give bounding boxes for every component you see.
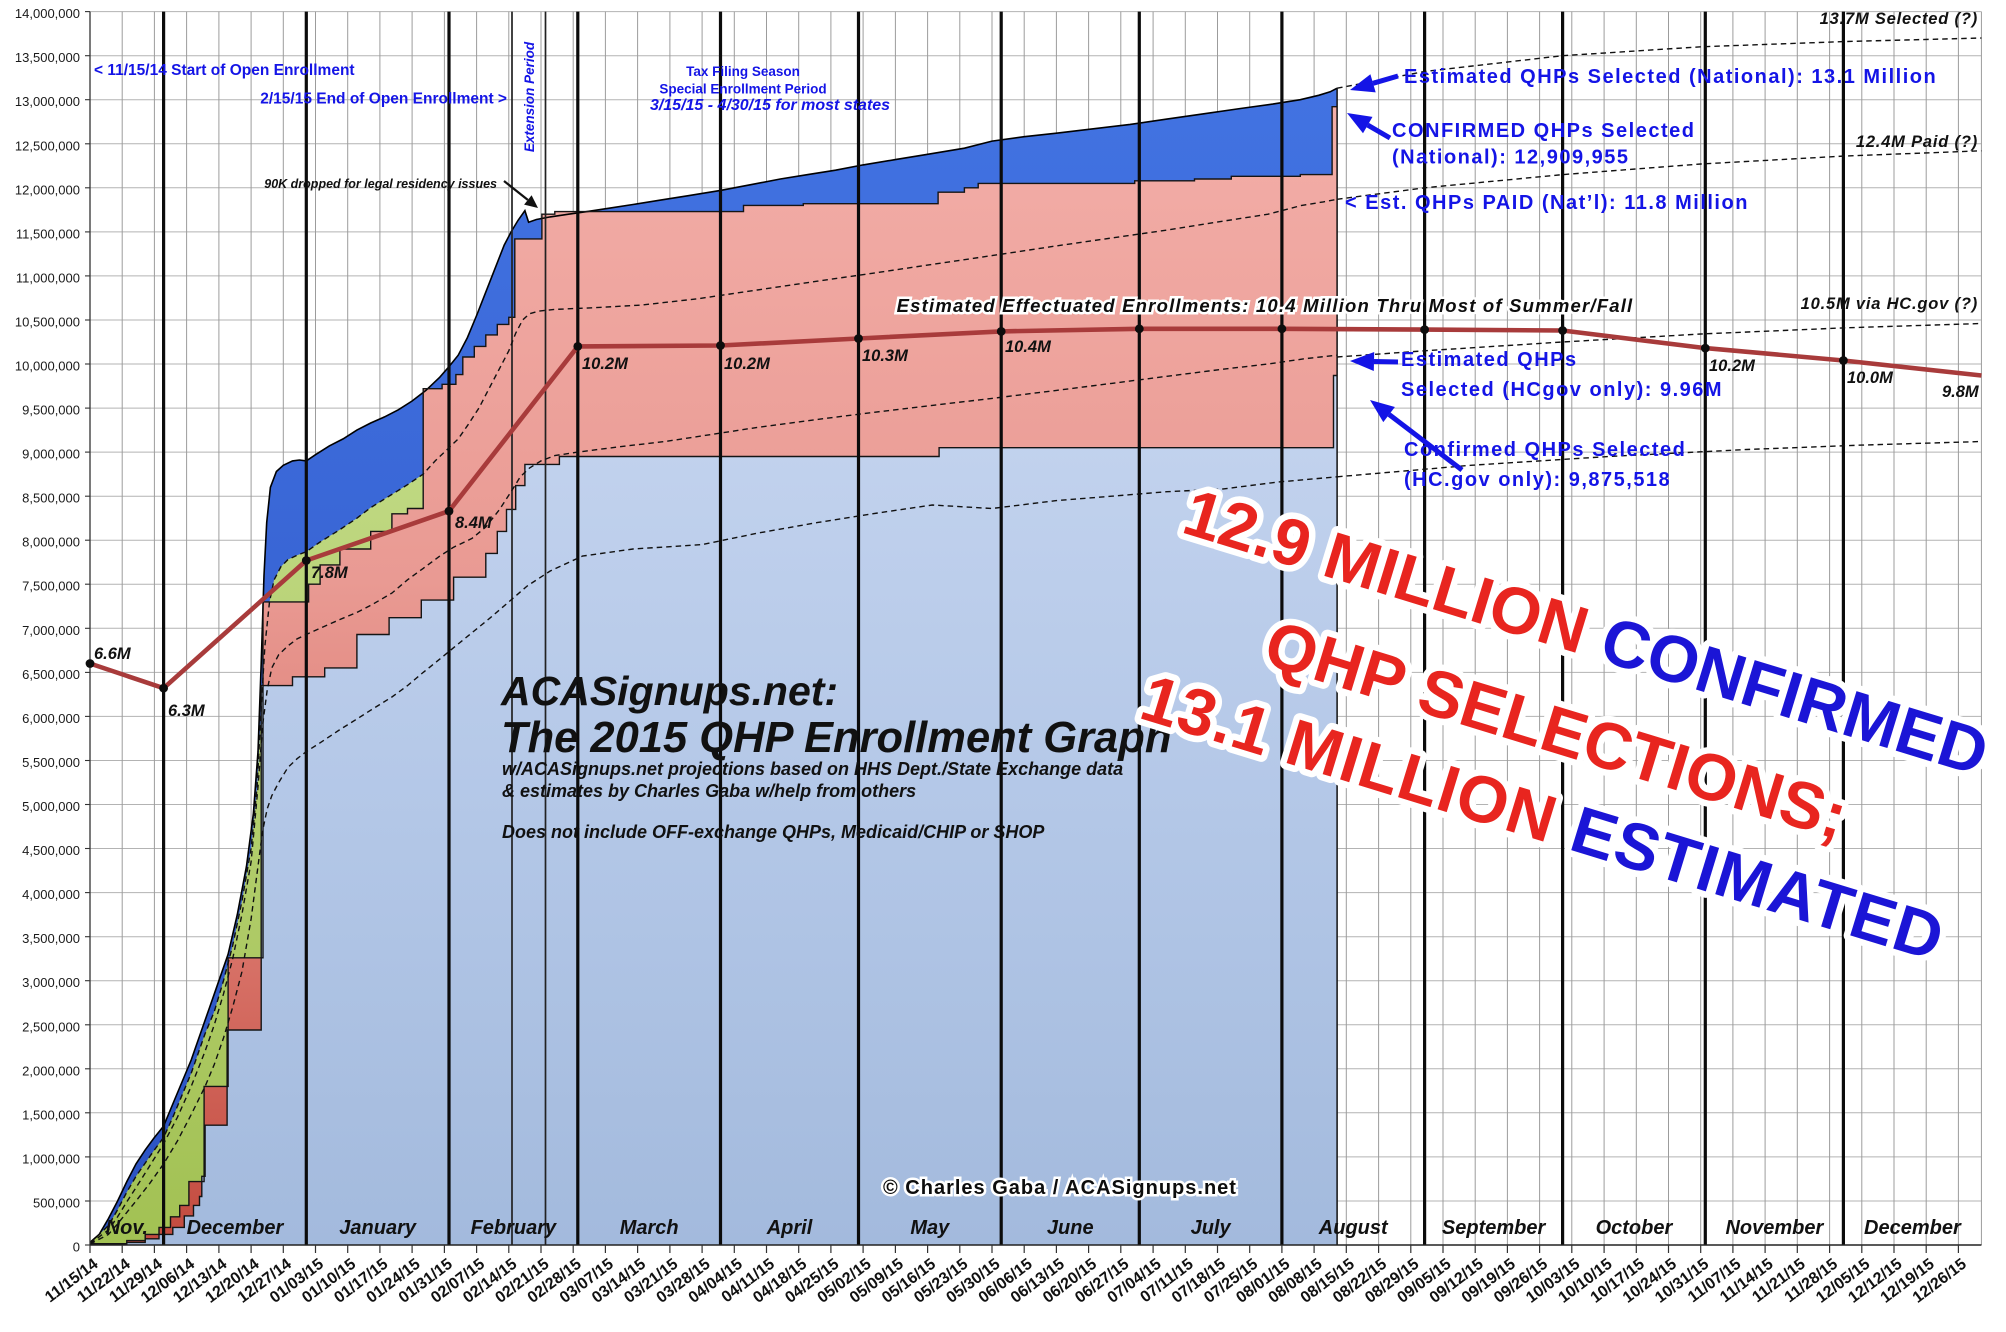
- svg-text:6.3M: 6.3M: [168, 702, 206, 720]
- svg-text:w/ACASignups.net projections b: w/ACASignups.net projections based on HH…: [502, 759, 1123, 779]
- svg-text:6,000,000: 6,000,000: [22, 711, 80, 726]
- svg-text:10,500,000: 10,500,000: [15, 315, 80, 330]
- svg-text:& estimates by Charles Gaba w/: & estimates by Charles Gaba w/help from …: [502, 781, 916, 801]
- svg-text:7,000,000: 7,000,000: [22, 623, 80, 638]
- svg-text:4,500,000: 4,500,000: [22, 843, 80, 858]
- svg-text:December: December: [187, 1217, 285, 1239]
- svg-text:1,000,000: 1,000,000: [22, 1151, 80, 1166]
- svg-text:Estimated QHPs: Estimated QHPs: [1401, 349, 1578, 371]
- svg-text:Selected (HCgov only): 9.96M: Selected (HCgov only): 9.96M: [1401, 379, 1723, 401]
- svg-text:(National): 12,909,955: (National): 12,909,955: [1392, 147, 1630, 169]
- svg-text:November: November: [1725, 1217, 1824, 1239]
- svg-text:December: December: [1864, 1217, 1962, 1239]
- svg-text:Estimated Effectuated Enrollme: Estimated Effectuated Enrollments: 10.4 …: [897, 295, 1634, 316]
- svg-text:12,500,000: 12,500,000: [15, 138, 80, 153]
- svg-text:< 11/15/14 Start of Open Enrol: < 11/15/14 Start of Open Enrollment: [94, 62, 355, 79]
- svg-text:10.3M: 10.3M: [862, 347, 909, 365]
- svg-text:< Est. QHPs PAID (Nat’l): 11.8: < Est. QHPs PAID (Nat’l): 11.8 Million: [1345, 192, 1749, 214]
- svg-text:3,000,000: 3,000,000: [22, 975, 80, 990]
- svg-text:9.8M: 9.8M: [1942, 383, 1980, 401]
- svg-text:© Charles Gaba / ACASignups.ne: © Charles Gaba / ACASignups.net: [883, 1177, 1237, 1199]
- svg-text:3/15/15 - 4/30/15 for most sta: 3/15/15 - 4/30/15 for most states: [650, 97, 890, 114]
- svg-text:6.6M: 6.6M: [94, 645, 132, 663]
- svg-text:CONFIRMED QHPs Selected: CONFIRMED QHPs Selected: [1392, 120, 1695, 142]
- svg-text:13,500,000: 13,500,000: [15, 50, 80, 65]
- svg-text:5,000,000: 5,000,000: [22, 799, 80, 814]
- svg-text:2/15/15 End of Open Enrollment: 2/15/15 End of Open Enrollment >: [260, 91, 507, 108]
- svg-text:5,500,000: 5,500,000: [22, 755, 80, 770]
- svg-text:12.4M Paid (?): 12.4M Paid (?): [1856, 133, 1978, 151]
- svg-text:14,000,000: 14,000,000: [15, 6, 80, 21]
- svg-text:(HC.gov only): 9,875,518: (HC.gov only): 9,875,518: [1404, 469, 1671, 491]
- svg-text:April: April: [766, 1217, 813, 1239]
- svg-text:August: August: [1318, 1217, 1389, 1239]
- svg-text:4,000,000: 4,000,000: [22, 887, 80, 902]
- svg-text:Special Enrollment Period: Special Enrollment Period: [659, 82, 826, 97]
- svg-text:13,000,000: 13,000,000: [15, 94, 80, 109]
- svg-text:Tax Filing Season: Tax Filing Season: [686, 64, 800, 79]
- svg-text:9,500,000: 9,500,000: [22, 403, 80, 418]
- svg-text:June: June: [1047, 1217, 1094, 1239]
- svg-text:Extension Period: Extension Period: [522, 41, 537, 152]
- svg-text:10.2M: 10.2M: [724, 355, 771, 373]
- svg-text:10.2M: 10.2M: [582, 355, 629, 373]
- svg-text:13.7M Selected (?): 13.7M Selected (?): [1820, 10, 1978, 28]
- svg-text:10,000,000: 10,000,000: [15, 359, 80, 374]
- svg-text:7.8M: 7.8M: [311, 564, 349, 582]
- svg-text:March: March: [620, 1217, 679, 1239]
- svg-text:July: July: [1191, 1217, 1232, 1239]
- svg-text:ACASignups.net:: ACASignups.net:: [500, 668, 838, 714]
- svg-text:0: 0: [73, 1240, 80, 1255]
- svg-text:7,500,000: 7,500,000: [22, 579, 80, 594]
- svg-text:The 2015 QHP Enrollment Graph: The 2015 QHP Enrollment Graph: [501, 714, 1171, 762]
- svg-text:2,000,000: 2,000,000: [22, 1063, 80, 1078]
- svg-text:8,500,000: 8,500,000: [22, 491, 80, 506]
- svg-text:11,500,000: 11,500,000: [16, 226, 80, 241]
- svg-text:October: October: [1596, 1217, 1674, 1239]
- svg-text:February: February: [471, 1217, 557, 1239]
- svg-text:500,000: 500,000: [33, 1196, 80, 1211]
- svg-text:90K dropped for legal residenc: 90K dropped for legal residency issues: [264, 177, 497, 191]
- svg-text:Confirmed QHPs Selected: Confirmed QHPs Selected: [1404, 439, 1686, 461]
- svg-text:11,000,000: 11,000,000: [16, 270, 80, 285]
- svg-text:Estimated QHPs Selected (Natio: Estimated QHPs Selected (National): 13.1…: [1404, 66, 1937, 88]
- svg-text:9,000,000: 9,000,000: [22, 447, 80, 462]
- svg-text:January: January: [339, 1217, 417, 1239]
- svg-text:Nov.: Nov.: [106, 1217, 148, 1239]
- svg-text:10.5M via HC.gov (?): 10.5M via HC.gov (?): [1801, 295, 1978, 313]
- svg-text:September: September: [1442, 1217, 1547, 1239]
- svg-text:May: May: [910, 1217, 950, 1239]
- svg-text:6,500,000: 6,500,000: [22, 667, 80, 682]
- svg-text:3,500,000: 3,500,000: [22, 931, 80, 946]
- svg-text:8,000,000: 8,000,000: [22, 535, 80, 550]
- svg-text:10.4M: 10.4M: [1005, 338, 1052, 356]
- svg-text:12,000,000: 12,000,000: [15, 182, 80, 197]
- svg-text:1,500,000: 1,500,000: [22, 1107, 80, 1122]
- svg-text:10.0M: 10.0M: [1847, 369, 1894, 387]
- svg-text:8.4M: 8.4M: [455, 514, 493, 532]
- svg-text:Does not include OFF-exchange: Does not include OFF-exchange QHPs, Medi…: [502, 822, 1045, 842]
- svg-text:2,500,000: 2,500,000: [22, 1019, 80, 1034]
- svg-text:10.2M: 10.2M: [1709, 357, 1756, 375]
